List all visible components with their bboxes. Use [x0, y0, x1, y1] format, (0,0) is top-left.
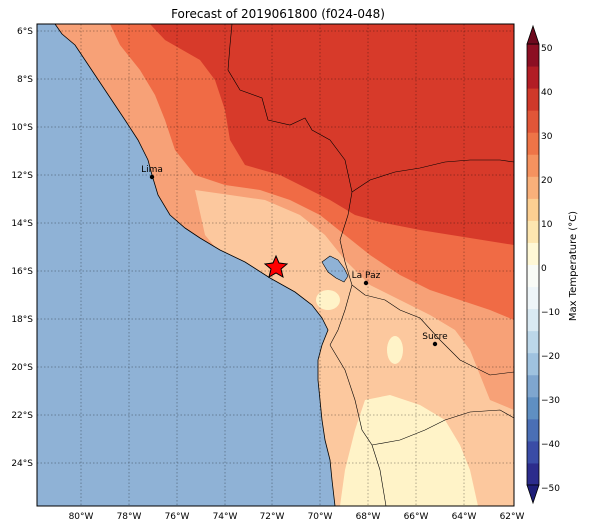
colorbar-segment: [527, 66, 539, 89]
lon-tick-label: 64°W: [452, 512, 477, 522]
lon-tick-label: 66°W: [404, 512, 429, 522]
lat-tick-label: 6°S: [17, 27, 33, 37]
lon-tick-label: 76°W: [165, 512, 190, 522]
city-lima: Lima: [141, 165, 163, 180]
colorbar-tick-label: 10: [541, 220, 553, 230]
colorbar-tick-label: 30: [541, 132, 553, 142]
lon-tick-label: 74°W: [213, 512, 238, 522]
temp-band-0-10: [340, 395, 478, 506]
colorbar: 50 40 30 20 10 0 −10 −20 −30 −40 −50 Max…: [526, 24, 579, 505]
colorbar-segment: [527, 264, 539, 288]
lat-tick-label: 14°S: [11, 219, 33, 229]
map-title: Forecast of 2019061800 (f024-048): [171, 7, 385, 21]
colorbar-tick-label: −30: [541, 396, 560, 406]
colorbar-tick-label: −40: [541, 440, 560, 450]
colorbar-tick-label: 40: [541, 88, 553, 98]
city-dot: [149, 174, 155, 180]
colorbar-tick-label: 20: [541, 176, 553, 186]
colorbar-segment: [527, 440, 539, 464]
colorbar-segment: [527, 132, 539, 155]
city-label: Sucre: [422, 332, 448, 342]
colorbar-segment: [527, 198, 539, 221]
temp-pocket-mild-altiplano: [316, 290, 340, 310]
colorbar-tick-label: 0: [541, 264, 547, 274]
colorbar-segment: [527, 374, 539, 398]
colorbar-segment: [527, 286, 539, 310]
city-label: Lima: [141, 165, 163, 175]
lat-tick-label: 12°S: [11, 171, 33, 181]
country-borders: [227, 24, 514, 506]
ocean: [37, 24, 335, 506]
colorbar-segment: [527, 176, 539, 199]
temp-pocket-mild-south: [387, 336, 403, 364]
lat-tick-label: 24°S: [11, 459, 33, 469]
lat-tick-label: 10°S: [11, 123, 33, 133]
lon-tick-label: 68°W: [356, 512, 381, 522]
map-area: Lima La Paz Sucre: [37, 24, 514, 506]
colorbar-top-arrow: [526, 24, 540, 45]
colorbar-segment: [527, 110, 539, 133]
lat-tick-label: 20°S: [11, 363, 33, 373]
lat-tick-labels: 6°S 8°S 10°S 12°S 14°S 16°S 18°S 20°S 22…: [11, 27, 33, 469]
colorbar-label: Max Temperature (°C): [568, 211, 579, 321]
lat-tick-label: 18°S: [11, 315, 33, 325]
city-dot: [432, 341, 438, 347]
lat-tick-label: 16°S: [11, 267, 33, 277]
colorbar-segment: [527, 88, 539, 111]
colorbar-tick-label: −50: [541, 484, 560, 494]
colorbar-segment: [527, 352, 539, 376]
lake-titicaca: [321, 255, 349, 283]
colorbar-bottom-arrow: [526, 484, 540, 505]
colorbar-segment: [527, 242, 539, 265]
city-la-paz: La Paz: [352, 271, 381, 286]
colorbar-segment: [527, 44, 539, 67]
colorbar-segment: [527, 462, 539, 486]
lon-tick-label: 62°W: [500, 512, 525, 522]
map-frame: [36, 23, 515, 507]
colorbar-tick-label: 50: [541, 44, 553, 54]
city-dot: [363, 280, 369, 286]
lon-tick-label: 78°W: [117, 512, 142, 522]
star-marker-icon: [263, 254, 289, 279]
colorbar-segment: [527, 396, 539, 420]
colorbar-tick-labels: 50 40 30 20 10 0 −10 −20 −30 −40 −50: [541, 44, 560, 494]
colorbar-segment: [527, 308, 539, 332]
colorbar-tick-label: −10: [541, 308, 560, 318]
colorbar-segment: [527, 418, 539, 442]
colorbar-segment: [527, 220, 539, 243]
colorbar-segment: [527, 330, 539, 354]
city-sucre: Sucre: [422, 332, 448, 347]
colorbar-segment: [527, 154, 539, 177]
colorbar-tick-label: −20: [541, 352, 560, 362]
lat-tick-label: 8°S: [17, 75, 33, 85]
lon-tick-label: 72°W: [260, 512, 285, 522]
colorbar-segments: [527, 44, 539, 486]
lon-tick-label: 80°W: [69, 512, 94, 522]
lon-tick-label: 70°W: [308, 512, 333, 522]
city-label: La Paz: [352, 271, 381, 281]
lon-tick-labels: 80°W 78°W 76°W 74°W 72°W 70°W 68°W 66°W …: [69, 512, 525, 522]
lat-tick-label: 22°S: [11, 411, 33, 421]
